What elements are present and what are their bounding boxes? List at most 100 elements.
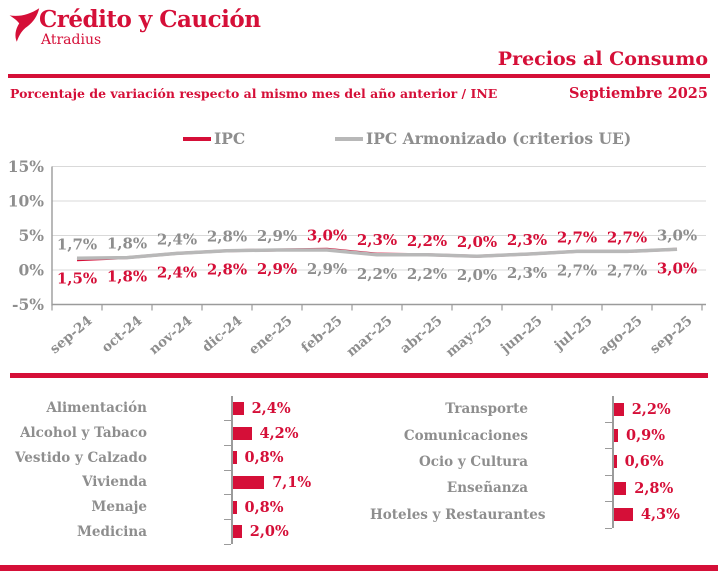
bar-category-label: Menaje — [91, 499, 147, 516]
data-label-bottom: 2,9% — [257, 260, 297, 278]
data-label-top: 2,8% — [207, 228, 247, 246]
legend-label-armonizado: IPC Armonizado (criterios UE) — [366, 129, 632, 148]
bar-axis-end-tick — [605, 528, 612, 529]
data-label-bottom: 2,8% — [207, 261, 247, 279]
bar-group-left: Alimentación 2,4% Alcohol y Tabaco 4,2% Vest… — [10, 396, 353, 546]
data-label-top: 2,9% — [257, 227, 297, 245]
x-axis-label: ene-25 — [246, 313, 296, 358]
bar-cell: 2,2% — [612, 396, 718, 423]
chart-subtitle: Porcentaje de variación respecto al mism… — [10, 86, 498, 101]
bar-category-label: Alimentación — [46, 400, 147, 417]
bar — [233, 475, 265, 489]
bar-value: 2,0% — [249, 523, 289, 541]
bar-category-label: Comunicaciones — [403, 427, 528, 444]
data-label-bottom: 2,2% — [357, 265, 397, 283]
bar — [233, 500, 237, 514]
section-divider — [10, 373, 708, 378]
bar-group-right: Transporte 2,2% Comunicaciones 0,9% Ocio y C… — [370, 396, 718, 529]
x-axis-label: abr-25 — [397, 313, 445, 357]
bar-category-label: Vivienda — [82, 474, 147, 491]
page-title: Precios al Consumo — [497, 48, 708, 70]
y-axis-label: -5% — [12, 295, 44, 314]
y-axis-label: 5% — [18, 226, 44, 245]
brand-name: Crédito y Caución — [39, 6, 261, 33]
bar-value: 7,1% — [272, 473, 312, 491]
legend-swatch-ipc — [183, 136, 211, 141]
bar-value: 0,8% — [244, 449, 284, 467]
bar-value: 2,2% — [631, 400, 671, 418]
bar-axis-end-tick — [224, 544, 231, 546]
header-rule — [8, 74, 710, 78]
x-axis-label: sep-25 — [647, 313, 696, 357]
bar-cell: 0,8% — [224, 444, 353, 471]
bar-row: Vivienda 7,1% — [10, 469, 353, 495]
x-axis-label: sep-24 — [47, 313, 96, 357]
x-axis-label: feb-25 — [298, 313, 345, 356]
bar-row: Medicina 2,0% — [10, 518, 353, 545]
bar-row: Comunicaciones 0,9% — [370, 421, 718, 449]
data-label-top: 3,0% — [307, 226, 347, 244]
bar-row: Transporte 2,2% — [370, 396, 718, 423]
bar-cell: 2,4% — [231, 396, 353, 421]
bar-row: Alcohol y Tabaco 4,2% — [10, 420, 353, 446]
legend-label-ipc: IPC — [214, 129, 246, 148]
bar-row: Alimentación 2,4% — [10, 396, 353, 421]
bar-value: 2,4% — [251, 399, 291, 417]
data-label-bottom: 2,9% — [307, 260, 347, 278]
bar-value: 2,8% — [634, 479, 674, 497]
bar — [233, 451, 237, 465]
data-label-top: 3,0% — [657, 226, 697, 244]
bar-value: 0,8% — [244, 498, 284, 516]
bar-cell: 4,2% — [224, 420, 353, 446]
bar-cell: 7,1% — [224, 469, 353, 495]
data-label-bottom: 2,4% — [157, 263, 197, 281]
data-label-top: 2,3% — [507, 231, 547, 249]
bar — [614, 481, 627, 495]
brand-bird-icon — [9, 8, 40, 42]
data-label-bottom: 2,7% — [607, 261, 647, 279]
x-axis-label: jul-25 — [551, 313, 596, 354]
data-label-top: 1,7% — [57, 235, 97, 253]
series-line-armonizado — [76, 247, 678, 261]
bar-row: Hoteles y Restaurantes 4,3% — [370, 501, 718, 528]
bar-category-label: Hoteles y Restaurantes — [370, 506, 546, 523]
bar — [614, 455, 617, 469]
bar-row: Enseñanza 2,8% — [370, 474, 718, 502]
x-axis-label: mar-25 — [344, 313, 396, 360]
bar-category-label: Medicina — [76, 523, 147, 540]
x-axis-label: nov-24 — [146, 313, 195, 358]
bar-category-label: Enseñanza — [446, 480, 528, 497]
y-axis-label: 0% — [18, 261, 44, 280]
data-label-top: 2,2% — [407, 232, 447, 250]
bar-cell: 2,0% — [224, 518, 353, 545]
data-label-top: 2,4% — [157, 230, 197, 248]
bar-category-label: Ocio y Cultura — [419, 453, 528, 470]
bar — [614, 508, 633, 522]
bar-row: Ocio y Cultura 0,6% — [370, 448, 718, 476]
data-label-top: 2,7% — [557, 228, 597, 246]
bar — [233, 525, 242, 539]
report-date: Septiembre 2025 — [568, 85, 708, 102]
data-label-bottom: 2,3% — [507, 264, 547, 282]
bar-value: 0,9% — [626, 427, 666, 445]
bar-cell: 0,6% — [605, 448, 718, 476]
bar-category-label: Transporte — [445, 401, 528, 418]
data-label-bottom: 1,8% — [107, 268, 147, 286]
bar — [614, 429, 618, 443]
bar-category-label: Vestido y Calzado — [15, 449, 147, 466]
y-axis-label: 15% — [8, 157, 45, 176]
x-axis-label: ago-25 — [596, 313, 646, 358]
brand-subname: Atradius — [41, 32, 102, 48]
bar-value: 4,3% — [640, 506, 680, 524]
bar-cell: 2,8% — [605, 474, 718, 502]
bar-value: 0,6% — [624, 453, 664, 471]
bar-row: Menaje 0,8% — [10, 494, 353, 520]
x-axis-label: dic-24 — [199, 313, 245, 356]
data-label-bottom: 3,0% — [657, 259, 697, 277]
x-axis-label: oct-24 — [99, 313, 146, 356]
legend-item-ipc: IPC — [183, 129, 245, 148]
legend-swatch-armonizado — [335, 136, 363, 141]
x-axis-label: may-25 — [443, 313, 496, 361]
bar-cell: 0,8% — [224, 494, 353, 520]
